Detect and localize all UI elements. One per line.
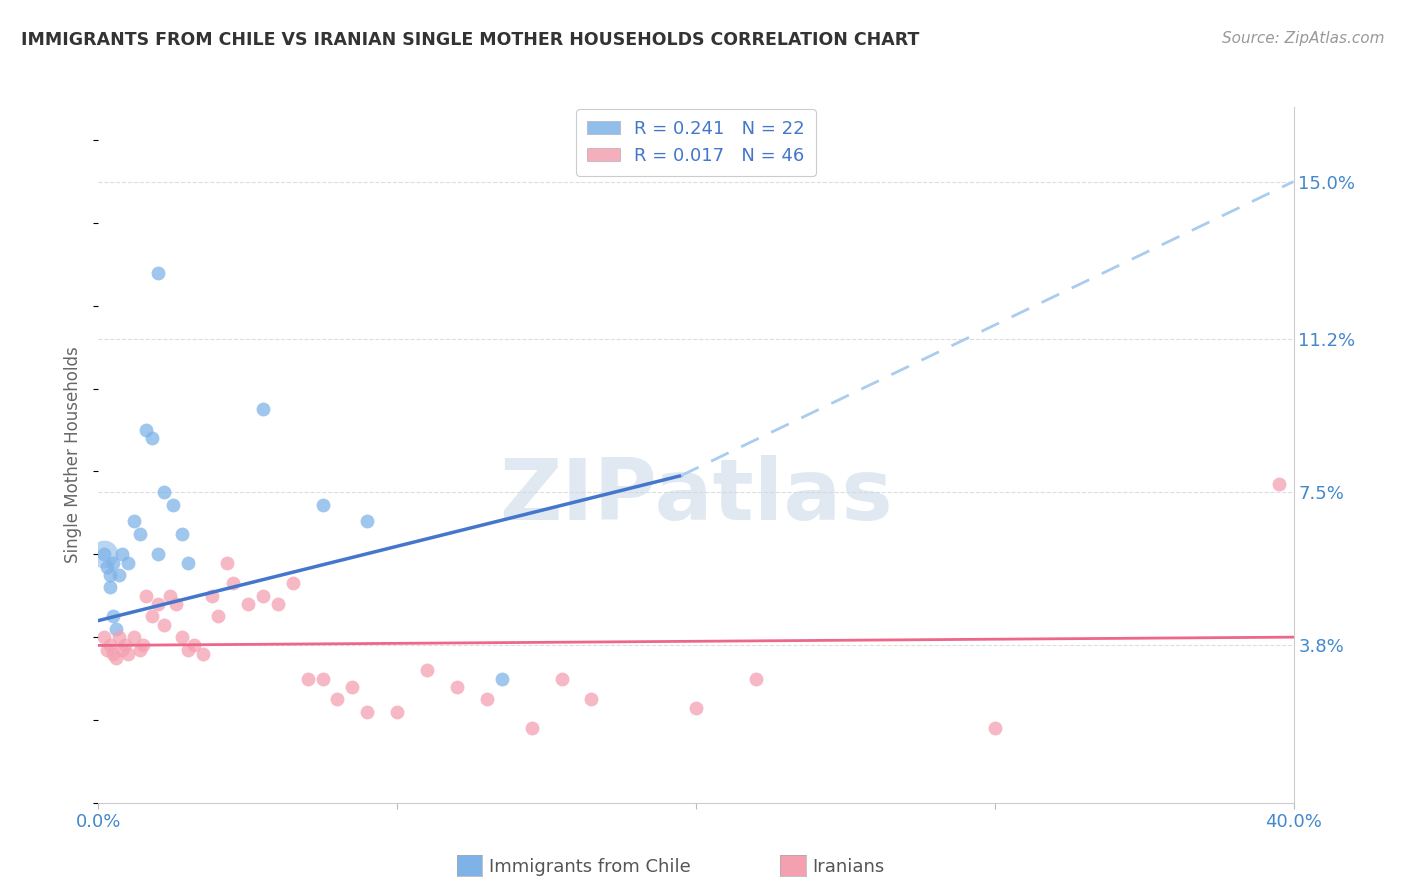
- Point: [159, 589, 181, 603]
- Text: IMMIGRANTS FROM CHILE VS IRANIAN SINGLE MOTHER HOUSEHOLDS CORRELATION CHART: IMMIGRANTS FROM CHILE VS IRANIAN SINGLE …: [21, 31, 920, 49]
- Point: [141, 431, 163, 445]
- Text: Iranians: Iranians: [813, 858, 884, 876]
- Point: [201, 589, 224, 603]
- Text: Immigrants from Chile: Immigrants from Chile: [489, 858, 690, 876]
- Point: [685, 700, 707, 714]
- Point: [124, 514, 146, 528]
- Point: [96, 559, 118, 574]
- Point: [172, 526, 194, 541]
- Point: [105, 651, 128, 665]
- Point: [148, 266, 170, 280]
- Point: [141, 609, 163, 624]
- Point: [252, 589, 274, 603]
- Point: [581, 692, 603, 706]
- Point: [114, 639, 136, 653]
- Point: [416, 663, 439, 677]
- Point: [148, 547, 170, 561]
- Point: [111, 547, 134, 561]
- Point: [297, 672, 319, 686]
- Point: [117, 647, 139, 661]
- Point: [105, 622, 128, 636]
- Point: [356, 514, 378, 528]
- Point: [148, 597, 170, 611]
- Point: [103, 609, 125, 624]
- Point: [124, 630, 146, 644]
- Point: [326, 692, 349, 706]
- Point: [93, 547, 115, 561]
- Point: [385, 705, 409, 719]
- Point: [165, 597, 187, 611]
- Point: [96, 642, 118, 657]
- Point: [108, 568, 131, 582]
- Point: [311, 672, 333, 686]
- Point: [267, 597, 290, 611]
- Text: ZIPatlas: ZIPatlas: [499, 455, 893, 538]
- Point: [153, 617, 176, 632]
- Point: [103, 556, 125, 570]
- Point: [342, 680, 364, 694]
- Point: [93, 547, 115, 561]
- Point: [356, 705, 378, 719]
- Point: [177, 556, 200, 570]
- Point: [236, 597, 259, 611]
- Point: [100, 568, 122, 582]
- Point: [491, 672, 513, 686]
- Point: [135, 423, 157, 437]
- Point: [207, 609, 229, 624]
- Point: [550, 672, 572, 686]
- Point: [222, 576, 245, 591]
- Point: [117, 556, 139, 570]
- Point: [162, 498, 184, 512]
- Point: [252, 402, 274, 417]
- Point: [153, 485, 176, 500]
- Point: [135, 589, 157, 603]
- Point: [93, 630, 115, 644]
- Point: [475, 692, 498, 706]
- Point: [215, 556, 238, 570]
- Point: [100, 581, 122, 595]
- Point: [281, 576, 304, 591]
- Point: [129, 526, 152, 541]
- Point: [111, 642, 134, 657]
- Point: [446, 680, 468, 694]
- Point: [183, 639, 205, 653]
- Legend: R = 0.241   N = 22, R = 0.017   N = 46: R = 0.241 N = 22, R = 0.017 N = 46: [576, 109, 815, 176]
- Point: [129, 642, 152, 657]
- Point: [311, 498, 333, 512]
- Point: [172, 630, 194, 644]
- Point: [100, 639, 122, 653]
- Point: [520, 721, 543, 735]
- Text: Source: ZipAtlas.com: Source: ZipAtlas.com: [1222, 31, 1385, 46]
- Point: [132, 639, 155, 653]
- Point: [191, 647, 214, 661]
- Point: [1267, 477, 1289, 491]
- Y-axis label: Single Mother Households: Single Mother Households: [65, 347, 83, 563]
- Point: [745, 672, 768, 686]
- Point: [103, 647, 125, 661]
- Point: [108, 630, 131, 644]
- Point: [984, 721, 1007, 735]
- Point: [177, 642, 200, 657]
